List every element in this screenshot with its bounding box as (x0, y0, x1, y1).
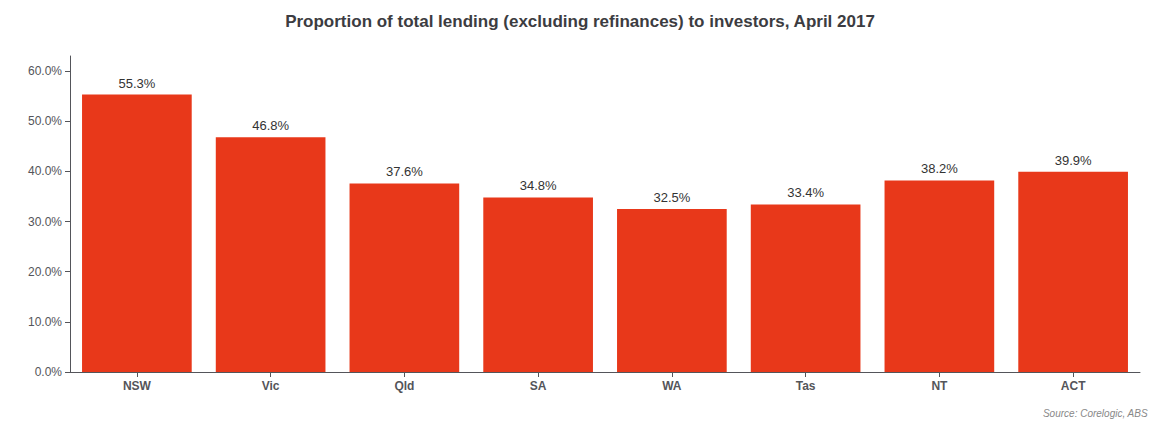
svg-text:Source: Corelogic, ABS: Source: Corelogic, ABS (1043, 408, 1148, 419)
svg-text:39.9%: 39.9% (1055, 153, 1092, 168)
svg-text:Qld: Qld (394, 379, 414, 393)
svg-text:20.0%: 20.0% (28, 265, 62, 279)
svg-text:Tas: Tas (796, 379, 816, 393)
svg-text:ACT: ACT (1061, 379, 1086, 393)
svg-text:40.0%: 40.0% (28, 164, 62, 178)
svg-text:38.2%: 38.2% (921, 161, 958, 176)
svg-text:33.4%: 33.4% (787, 185, 824, 200)
svg-text:Proportion of total lending (e: Proportion of total lending (excluding r… (285, 12, 875, 31)
svg-text:50.0%: 50.0% (28, 114, 62, 128)
svg-text:SA: SA (530, 379, 547, 393)
svg-text:30.0%: 30.0% (28, 215, 62, 229)
svg-text:NSW: NSW (123, 379, 152, 393)
svg-text:46.8%: 46.8% (252, 118, 289, 133)
svg-text:0.0%: 0.0% (35, 365, 63, 379)
svg-text:NT: NT (931, 379, 948, 393)
svg-text:Vic: Vic (262, 379, 280, 393)
svg-text:37.6%: 37.6% (386, 164, 423, 179)
svg-text:32.5%: 32.5% (653, 190, 690, 205)
svg-text:WA: WA (662, 379, 682, 393)
svg-text:60.0%: 60.0% (28, 64, 62, 78)
svg-text:10.0%: 10.0% (28, 315, 62, 329)
svg-text:34.8%: 34.8% (520, 178, 557, 193)
svg-text:55.3%: 55.3% (118, 76, 155, 91)
